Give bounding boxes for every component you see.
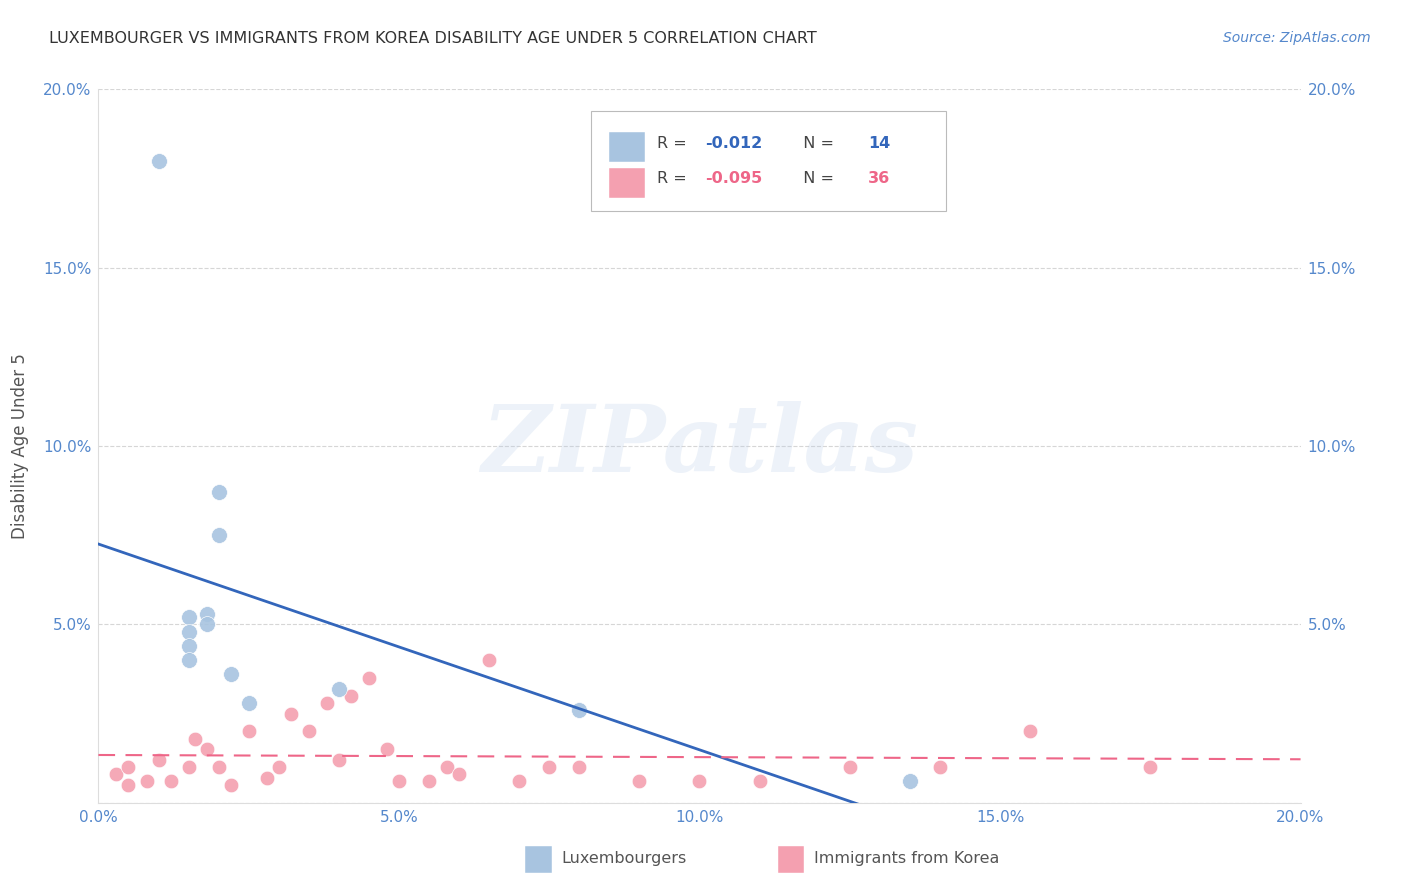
Point (177, 653, 200, 667)
Point (280, 706, 302, 721)
Point (357, 671, 380, 685)
Point (195, 607, 218, 621)
Point (177, 760, 200, 774)
FancyBboxPatch shape (778, 846, 804, 872)
Text: 36: 36 (868, 171, 890, 186)
Point (148, 153, 170, 168)
Point (105, 767, 128, 781)
FancyBboxPatch shape (609, 168, 645, 198)
Point (117, 778, 139, 792)
Y-axis label: Disability Age Under 5: Disability Age Under 5 (11, 353, 30, 539)
Point (208, 485, 231, 500)
Point (538, 760, 561, 774)
Point (195, 617, 218, 632)
Point (135, 774, 157, 789)
Point (328, 753, 350, 767)
Text: R =: R = (658, 171, 692, 186)
Point (159, 774, 181, 789)
Text: -0.012: -0.012 (706, 136, 762, 151)
Point (208, 760, 231, 774)
Point (748, 774, 770, 789)
Point (219, 778, 242, 792)
Point (267, 760, 290, 774)
Point (208, 528, 231, 542)
Point (568, 760, 591, 774)
Point (328, 681, 350, 696)
Point (219, 667, 242, 681)
Point (183, 731, 205, 746)
Point (388, 774, 411, 789)
Point (177, 639, 200, 653)
Point (177, 610, 200, 624)
Text: 14: 14 (868, 136, 890, 151)
Point (478, 653, 501, 667)
Point (375, 742, 398, 756)
Text: Luxembourgers: Luxembourgers (561, 851, 686, 865)
Point (315, 696, 337, 710)
FancyBboxPatch shape (592, 111, 946, 211)
Text: LUXEMBOURGER VS IMMIGRANTS FROM KOREA DISABILITY AGE UNDER 5 CORRELATION CHART: LUXEMBOURGER VS IMMIGRANTS FROM KOREA DI… (49, 31, 817, 46)
Point (117, 760, 139, 774)
Text: Source: ZipAtlas.com: Source: ZipAtlas.com (1223, 31, 1371, 45)
Point (148, 753, 170, 767)
Point (256, 771, 278, 785)
Point (1019, 724, 1042, 739)
Point (195, 742, 218, 756)
Point (628, 774, 651, 789)
Text: N =: N = (793, 171, 839, 186)
Point (508, 774, 530, 789)
Point (340, 689, 363, 703)
Point (689, 774, 711, 789)
Point (177, 624, 200, 639)
Point (436, 760, 458, 774)
Text: R =: R = (658, 136, 692, 151)
Point (447, 767, 470, 781)
Text: ZIPatlas: ZIPatlas (481, 401, 918, 491)
Text: N =: N = (793, 136, 839, 151)
FancyBboxPatch shape (526, 846, 551, 872)
Point (568, 703, 591, 717)
Point (838, 760, 860, 774)
Point (1139, 760, 1161, 774)
Point (298, 724, 321, 739)
Point (238, 724, 260, 739)
Point (418, 774, 440, 789)
Text: -0.095: -0.095 (706, 171, 762, 186)
Point (929, 760, 952, 774)
Point (238, 696, 260, 710)
Point (898, 774, 921, 789)
FancyBboxPatch shape (609, 132, 645, 162)
Text: Immigrants from Korea: Immigrants from Korea (814, 851, 1000, 865)
